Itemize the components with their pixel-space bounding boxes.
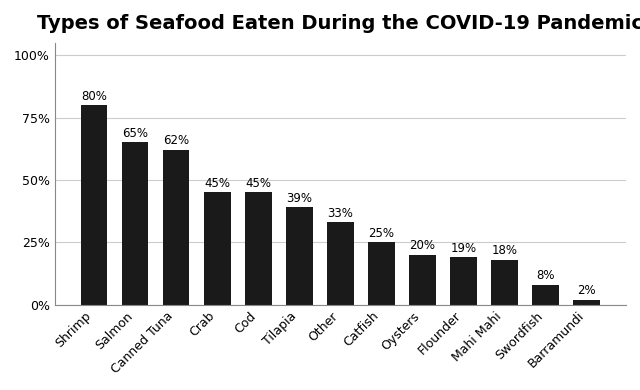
Bar bbox=[573, 300, 600, 305]
Bar bbox=[286, 207, 313, 305]
Text: 65%: 65% bbox=[122, 127, 148, 140]
Text: 25%: 25% bbox=[369, 227, 394, 240]
Title: Types of Seafood Eaten During the COVID-19 Pandemic: Types of Seafood Eaten During the COVID-… bbox=[37, 14, 640, 33]
Text: 45%: 45% bbox=[204, 177, 230, 190]
Bar bbox=[327, 222, 354, 305]
Bar bbox=[450, 257, 477, 305]
Bar bbox=[532, 285, 559, 305]
Text: 8%: 8% bbox=[536, 269, 555, 282]
Bar bbox=[204, 192, 230, 305]
Bar bbox=[492, 260, 518, 305]
Bar bbox=[122, 142, 148, 305]
Text: 2%: 2% bbox=[577, 284, 596, 297]
Bar bbox=[163, 150, 189, 305]
Text: 19%: 19% bbox=[451, 242, 477, 255]
Text: 39%: 39% bbox=[286, 192, 312, 205]
Text: 20%: 20% bbox=[410, 239, 435, 252]
Bar bbox=[81, 105, 108, 305]
Text: 33%: 33% bbox=[328, 207, 353, 220]
Text: 45%: 45% bbox=[245, 177, 271, 190]
Text: 18%: 18% bbox=[492, 244, 518, 257]
Text: 80%: 80% bbox=[81, 90, 107, 103]
Bar bbox=[409, 255, 436, 305]
Bar bbox=[245, 192, 271, 305]
Bar bbox=[368, 242, 395, 305]
Text: 62%: 62% bbox=[163, 135, 189, 147]
